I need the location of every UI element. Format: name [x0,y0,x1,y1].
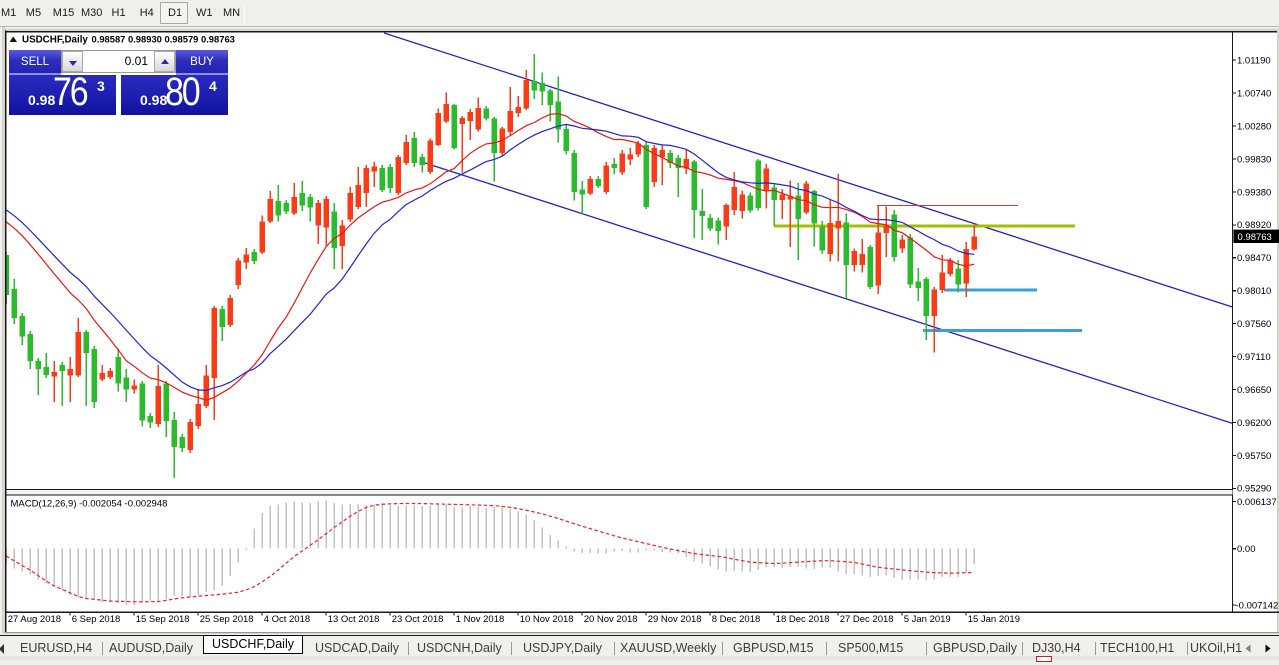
svg-text:5 Jan 2019: 5 Jan 2019 [904,614,951,625]
svg-text:0.00: 0.00 [1237,544,1256,555]
svg-text:13 Oct 2018: 13 Oct 2018 [328,614,380,625]
svg-text:0.98470: 0.98470 [1237,253,1271,264]
svg-text:MACD(12,26,9) -0.002054 -0.002: MACD(12,26,9) -0.002054 -0.002948 [11,499,168,510]
svg-text:USDCHF,Daily: USDCHF,Daily [22,35,88,46]
svg-text:-0.007142: -0.007142 [1236,600,1279,611]
svg-text:0.97560: 0.97560 [1237,319,1271,330]
svg-text:1.00280: 1.00280 [1237,121,1271,132]
svg-text:25 Sep 2018: 25 Sep 2018 [200,614,254,625]
svg-text:0.99380: 0.99380 [1237,187,1271,198]
svg-text:15 Sep 2018: 15 Sep 2018 [136,614,190,625]
svg-text:20 Nov 2018: 20 Nov 2018 [584,614,638,625]
svg-text:1.01190: 1.01190 [1237,56,1271,67]
svg-text:18 Dec 2018: 18 Dec 2018 [776,614,830,625]
svg-text:0.96650: 0.96650 [1237,385,1271,396]
svg-text:27 Dec 2018: 27 Dec 2018 [840,614,894,625]
svg-text:8 Dec 2018: 8 Dec 2018 [712,614,761,625]
svg-text:0.95750: 0.95750 [1237,451,1271,462]
svg-text:6 Sep 2018: 6 Sep 2018 [72,614,121,625]
svg-text:4 Oct 2018: 4 Oct 2018 [264,614,310,625]
svg-text:23 Oct 2018: 23 Oct 2018 [392,614,444,625]
svg-text:0.98763: 0.98763 [1238,232,1272,243]
svg-text:0.97110: 0.97110 [1237,352,1271,363]
svg-text:0.98587 0.98930 0.98579 0.9876: 0.98587 0.98930 0.98579 0.98763 [92,34,235,45]
svg-text:15 Jan 2019: 15 Jan 2019 [968,614,1020,625]
svg-text:27 Aug 2018: 27 Aug 2018 [8,614,61,625]
svg-text:0.98010: 0.98010 [1237,286,1271,297]
svg-text:0.96200: 0.96200 [1237,418,1271,429]
svg-text:0.98920: 0.98920 [1237,220,1271,231]
svg-text:10 Nov 2018: 10 Nov 2018 [520,614,574,625]
svg-text:0.99830: 0.99830 [1237,154,1271,165]
svg-text:0.006137: 0.006137 [1237,497,1277,508]
svg-text:1.00740: 1.00740 [1237,88,1271,99]
svg-text:29 Nov 2018: 29 Nov 2018 [648,614,702,625]
svg-text:1 Nov 2018: 1 Nov 2018 [456,614,505,625]
svg-text:0.95290: 0.95290 [1237,484,1271,495]
